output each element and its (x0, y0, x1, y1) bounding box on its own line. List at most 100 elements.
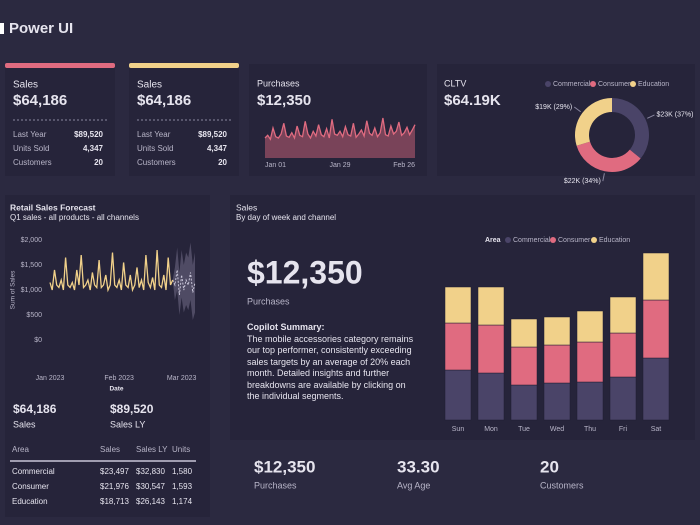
bar-segment (444, 286, 472, 324)
summary: Copilot Summary: The mobile accessories c… (247, 322, 419, 403)
y-tick-label: $1,000 (21, 287, 43, 294)
data-label: $22K (34%) (564, 178, 601, 185)
card-title: CLTV (444, 78, 466, 88)
card (437, 64, 695, 176)
legend-label: Commercial (553, 81, 591, 88)
table-cell: $30,547 (136, 482, 165, 491)
bar-segment (642, 357, 670, 421)
data-label: $23K (37%) (656, 112, 693, 119)
line (49, 249, 174, 293)
x-tick-label: Wed (550, 426, 564, 433)
card-title: Sales (13, 80, 38, 91)
line (264, 117, 416, 141)
card-value: $64,186 (137, 92, 191, 109)
x-tick-label: Mar 2023 (167, 375, 197, 382)
row-label: Last Year (137, 130, 171, 139)
legend-swatch (591, 237, 597, 243)
bar-segment (477, 372, 505, 421)
table-cell: 1,593 (172, 482, 193, 491)
logo (0, 23, 4, 34)
table-cell: $18,713 (100, 497, 129, 506)
legend-swatch (590, 81, 596, 87)
legend-title: Area (485, 237, 501, 244)
table-cell: $26,143 (136, 497, 165, 506)
legend-label: Education (638, 81, 669, 88)
card-accent (129, 63, 239, 68)
leader-line (602, 173, 605, 182)
card-title: Purchases (257, 78, 300, 88)
x-tick-label: Feb 2023 (104, 375, 134, 382)
kpi-label: Purchases (254, 480, 297, 490)
row-label: Units Sold (137, 144, 173, 153)
big-label: Purchases (247, 296, 290, 306)
x-tick-label: Thu (584, 426, 596, 433)
kpi-value: 33.30 (397, 457, 440, 476)
big-value: $12,350 (247, 254, 363, 290)
bar-segment (510, 318, 538, 348)
kpi-value: 20 (540, 457, 559, 476)
legend-swatch (550, 237, 556, 243)
data-label: $19K (29%) (535, 104, 572, 111)
card-accent (5, 63, 115, 68)
kpi-value: $12,350 (254, 457, 315, 476)
kpi-label: Avg Age (397, 480, 430, 490)
x-axis-label: Date (109, 386, 123, 393)
card-value: $12,350 (257, 92, 311, 109)
panel-subtitle: By day of week and channel (236, 213, 336, 222)
x-tick-label: Jan 29 (329, 162, 350, 169)
legend-swatch (545, 81, 551, 87)
row-label: Customers (13, 158, 52, 167)
table-cell: Education (12, 497, 48, 506)
panel-title: Sales (236, 202, 257, 212)
row-value: 4,347 (83, 144, 104, 153)
card-value: $64,186 (13, 92, 67, 109)
bar-segment (609, 332, 637, 378)
bar-segment (543, 344, 571, 384)
card (5, 64, 115, 176)
y-tick-label: $0 (34, 337, 42, 344)
table-cell: Commercial (12, 467, 55, 476)
legend-label: Consumer (598, 81, 631, 88)
x-tick-label: Fri (619, 426, 628, 433)
x-tick-label: Sun (452, 426, 465, 433)
kpi-value: $64,186 (13, 402, 57, 416)
donut-slice (575, 98, 612, 146)
forecast-line (172, 269, 196, 296)
table-header: Sales LY (136, 445, 168, 454)
kpi-label: Customers (540, 480, 584, 490)
bar-segment (543, 382, 571, 421)
kpi-label: Sales (13, 419, 36, 429)
leader-line (647, 114, 655, 119)
x-tick-label: Jan 2023 (36, 375, 65, 382)
table-cell: $23,497 (100, 467, 129, 476)
row-label: Customers (137, 158, 176, 167)
row-label: Last Year (13, 130, 47, 139)
bar-segment (576, 341, 604, 383)
bar-segment (510, 346, 538, 386)
panel (5, 195, 210, 517)
bar-segment (642, 252, 670, 301)
kpi-value: $89,520 (110, 402, 154, 416)
app-title: Power UI (9, 20, 73, 37)
donut-slice (576, 141, 641, 173)
y-tick-label: $1,500 (21, 262, 43, 269)
legend-label: Consumer (558, 237, 591, 244)
x-tick-label: Sat (651, 426, 662, 433)
table-header: Sales (100, 445, 120, 454)
x-tick-label: Mon (484, 426, 498, 433)
card-value: $64.19K (444, 92, 501, 109)
summary-title: Copilot Summary: (247, 322, 325, 332)
forecast-band (172, 242, 195, 320)
panel-title: Retail Sales Forecast (10, 202, 96, 212)
row-value: 20 (218, 158, 227, 167)
table-cell: $32,830 (136, 467, 165, 476)
bar-segment (576, 381, 604, 421)
table-cell: $21,976 (100, 482, 129, 491)
panel-subtitle: Q1 sales - all products - all channels (10, 213, 139, 222)
table-cell: Consumer (12, 482, 49, 491)
bar-segment (510, 384, 538, 421)
y-tick-label: $2,000 (21, 237, 43, 244)
kpi-label: Sales LY (110, 419, 145, 429)
